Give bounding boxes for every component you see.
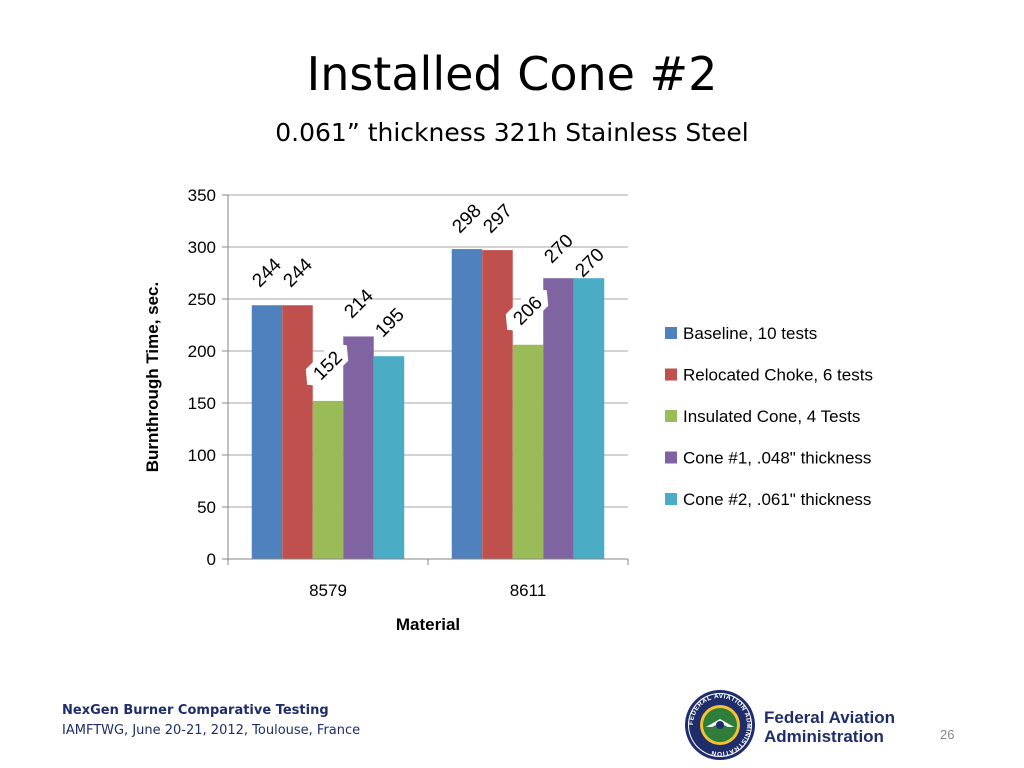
data-label: 195: [371, 304, 408, 341]
data-label-group: 244: [279, 254, 317, 292]
legend-swatch: [665, 368, 677, 381]
legend-label: Cone #2, .061" thickness: [683, 490, 871, 509]
footer-subtitle: IAMFTWG, June 20-21, 2012, Toulouse, Fra…: [62, 723, 361, 738]
bar: [482, 250, 513, 559]
bar: [373, 356, 405, 559]
y-tick-label: 350: [188, 186, 216, 205]
y-tick-label: 0: [207, 550, 216, 569]
x-tick-label: 8611: [510, 581, 547, 600]
legend: Baseline, 10 tests Relocated Choke, 6 tes…: [665, 324, 873, 509]
bar: [543, 278, 574, 559]
faa-name-line1: Federal Aviation: [764, 708, 895, 727]
legend-swatch: [665, 410, 677, 422]
data-label-group: 298: [448, 200, 485, 237]
faa-name-logo: Federal Aviation Administration: [764, 708, 895, 746]
footer-title: NexGen Burner Comparative Testing: [62, 703, 329, 718]
data-label-group: 244: [248, 254, 286, 292]
data-label: 214: [340, 285, 378, 323]
y-tick-label: 250: [188, 290, 216, 309]
data-label: 297: [479, 200, 516, 237]
faa-name-line2: Administration: [764, 727, 884, 746]
bar: [312, 400, 344, 559]
bar: [451, 249, 483, 559]
axes: 0 50 100 150 200 250 300 350 8579 8611: [188, 186, 629, 600]
legend-label: Insulated Cone, 4 Tests: [683, 407, 860, 426]
x-tick-label: 8579: [309, 581, 347, 600]
legend-label: Relocated Choke, 6 tests: [683, 366, 873, 385]
bar: [282, 305, 313, 559]
data-label-group: 195: [371, 304, 408, 341]
legend-swatch: [665, 451, 677, 464]
slide-title: Installed Cone #2: [306, 47, 718, 101]
y-axis-label: Burnthrough Time, sec.: [143, 282, 162, 473]
faa-seal-logo: FEDERAL AVIATION ADMINISTRATION: [685, 690, 755, 760]
data-label-group: 270: [540, 230, 577, 267]
y-tick-label: 200: [188, 342, 216, 361]
data-label-group: 214: [340, 285, 378, 323]
bar: [343, 336, 374, 559]
data-label: 270: [571, 244, 608, 281]
bar: [251, 305, 283, 559]
data-label-background: [505, 288, 549, 332]
page-number: 26: [940, 727, 955, 742]
burnthrough-bar-chart: 0 50 100 150 200 250 300 350 8579 8611 244 298 244 2…: [143, 186, 873, 634]
data-label: 244: [279, 254, 317, 292]
data-label-background: [305, 343, 349, 387]
bar: [512, 344, 544, 559]
legend-swatch: [665, 493, 677, 505]
legend-label: Cone #1, .048" thickness: [683, 449, 871, 468]
data-label: 244: [248, 254, 286, 292]
data-label-group: 270: [571, 244, 608, 281]
y-tick-label: 300: [188, 238, 216, 257]
x-axis-label: Material: [396, 615, 460, 634]
y-tick-label: 150: [188, 394, 216, 413]
legend-label: Baseline, 10 tests: [683, 324, 817, 343]
legend-swatch: [665, 327, 677, 339]
data-label: 298: [448, 200, 485, 237]
bars: [251, 249, 605, 559]
data-label-group: 297: [479, 200, 516, 237]
y-tick-label: 50: [197, 498, 216, 517]
slide-subtitle: 0.061” thickness 321h Stainless Steel: [275, 118, 749, 147]
bar: [573, 278, 605, 559]
data-label: 270: [540, 230, 577, 267]
y-tick-label: 100: [188, 446, 216, 465]
